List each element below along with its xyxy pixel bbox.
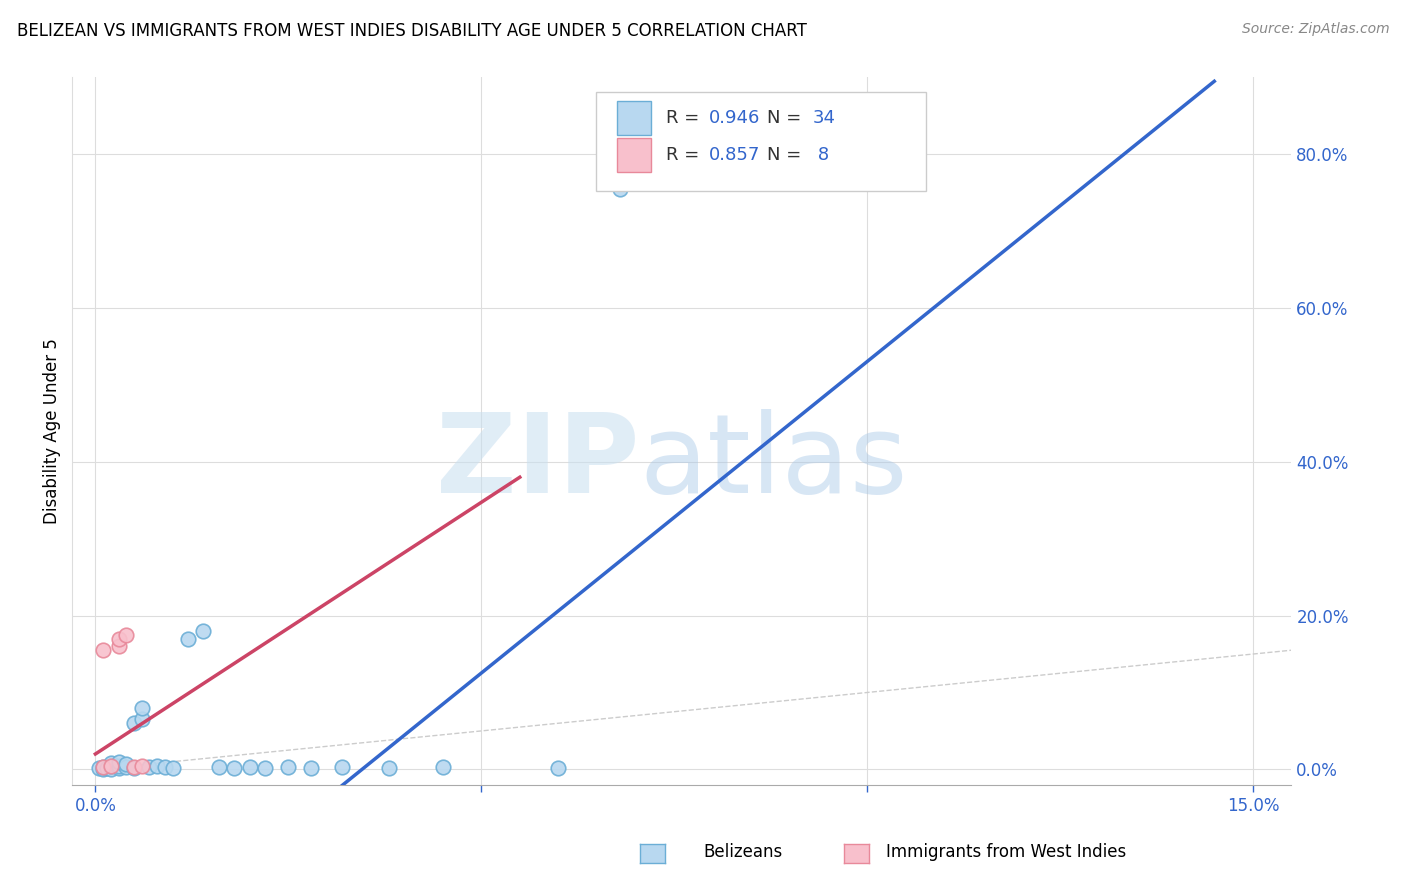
Point <box>547 761 569 775</box>
Text: Source: ZipAtlas.com: Source: ZipAtlas.com <box>1241 22 1389 37</box>
Point <box>131 701 153 715</box>
Point <box>330 760 353 774</box>
Y-axis label: Disability Age Under 5: Disability Age Under 5 <box>44 338 60 524</box>
Point <box>100 756 122 771</box>
Point <box>107 761 129 775</box>
Text: BELIZEAN VS IMMIGRANTS FROM WEST INDIES DISABILITY AGE UNDER 5 CORRELATION CHART: BELIZEAN VS IMMIGRANTS FROM WEST INDIES … <box>17 22 807 40</box>
Point <box>122 761 145 775</box>
Point <box>91 760 114 774</box>
Point <box>662 174 685 188</box>
Point <box>146 759 169 773</box>
Point <box>100 759 122 773</box>
Point <box>193 624 215 638</box>
Text: 8: 8 <box>813 146 830 164</box>
Point <box>177 632 200 646</box>
Point <box>100 759 122 773</box>
FancyBboxPatch shape <box>596 92 925 191</box>
Point <box>377 761 399 775</box>
Point <box>138 760 160 774</box>
Point <box>239 760 262 774</box>
Text: ZIP: ZIP <box>436 409 640 516</box>
Text: Belizeans: Belizeans <box>703 843 782 861</box>
Text: 34: 34 <box>813 109 835 127</box>
Point <box>91 762 114 776</box>
Point <box>162 761 184 775</box>
Point <box>254 761 277 775</box>
Text: N =: N = <box>768 109 807 127</box>
Text: R =: R = <box>666 109 704 127</box>
Text: 0.857: 0.857 <box>709 146 761 164</box>
Bar <box>617 101 651 135</box>
Point <box>96 761 118 775</box>
Text: N =: N = <box>768 146 807 164</box>
Point <box>153 760 176 774</box>
Point <box>107 755 129 769</box>
Point <box>131 758 153 772</box>
Point <box>91 643 114 657</box>
Point <box>432 760 454 774</box>
Point <box>122 760 145 774</box>
Point <box>224 761 246 775</box>
Text: atlas: atlas <box>640 409 908 516</box>
Point <box>277 760 299 774</box>
Point <box>115 760 138 774</box>
Point <box>107 758 129 772</box>
Point <box>208 760 231 774</box>
Text: R =: R = <box>666 146 704 164</box>
Point <box>100 762 122 776</box>
Point <box>301 761 323 775</box>
Point <box>122 716 145 731</box>
Point <box>115 628 138 642</box>
Text: Immigrants from West Indies: Immigrants from West Indies <box>886 843 1126 861</box>
Point <box>131 713 153 727</box>
Point <box>91 760 114 774</box>
Point <box>107 640 129 654</box>
Point <box>115 756 138 771</box>
Point <box>89 761 111 775</box>
Point <box>107 632 129 646</box>
Bar <box>617 137 651 171</box>
Point <box>609 182 631 196</box>
Text: 0.946: 0.946 <box>709 109 761 127</box>
